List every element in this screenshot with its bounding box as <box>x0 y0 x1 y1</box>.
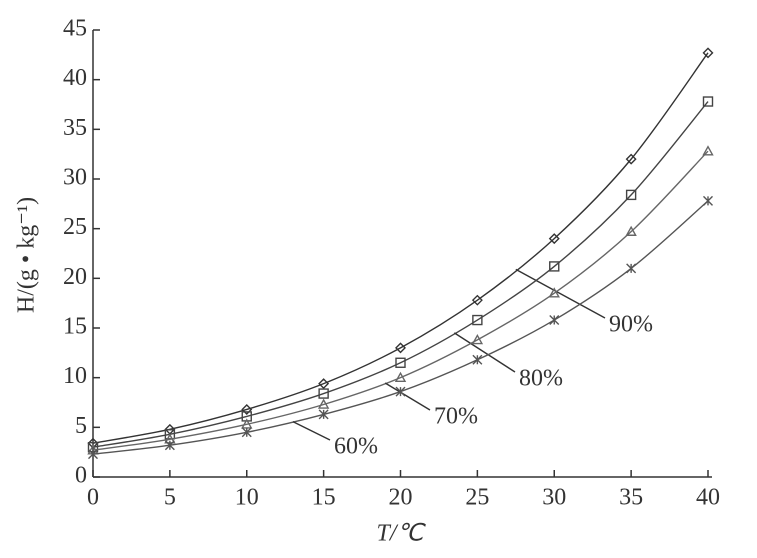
marker <box>395 342 406 354</box>
marker <box>318 378 330 390</box>
y-tick-label: 0 <box>75 463 87 489</box>
marker <box>625 225 637 236</box>
marker <box>164 440 175 451</box>
marker <box>702 145 714 156</box>
marker <box>395 357 406 368</box>
marker <box>472 314 483 326</box>
y-tick-label: 5 <box>75 413 87 439</box>
marker <box>625 153 637 165</box>
marker <box>471 294 483 306</box>
marker <box>318 409 329 420</box>
x-tick-label: 40 <box>696 485 720 511</box>
x-tick-label: 15 <box>312 485 336 511</box>
marker <box>702 96 714 107</box>
series-label: 90% <box>609 312 653 338</box>
leader-line <box>515 268 606 319</box>
x-tick-label: 10 <box>235 485 259 511</box>
series-label: 60% <box>334 434 378 460</box>
x-tick-label: 30 <box>542 485 566 511</box>
leader-line <box>292 420 331 441</box>
series-line <box>92 52 709 444</box>
x-tick-label: 0 <box>87 485 99 511</box>
marker <box>626 263 637 274</box>
series-line <box>92 200 709 455</box>
x-axis-label: T/℃ <box>377 521 427 547</box>
marker <box>702 47 714 59</box>
series-line <box>92 101 709 448</box>
leader-line <box>384 382 431 411</box>
marker <box>703 195 713 206</box>
x-tick-label: 25 <box>465 485 489 511</box>
marker <box>88 449 98 460</box>
series-line <box>92 150 709 451</box>
y-tick-label: 40 <box>63 65 87 91</box>
x-tick-label: 35 <box>619 485 643 511</box>
y-axis-label: H/(g • kg⁻¹) <box>14 197 40 313</box>
marker <box>317 398 330 409</box>
marker <box>548 233 560 245</box>
series-label: 80% <box>519 366 563 392</box>
marker <box>318 388 329 399</box>
series-label: 70% <box>434 404 478 430</box>
x-tick-label: 20 <box>389 485 413 511</box>
y-tick-label: 15 <box>63 314 87 340</box>
marker <box>394 371 407 382</box>
marker <box>549 315 560 326</box>
marker <box>471 333 484 345</box>
y-tick-label: 35 <box>63 115 87 141</box>
y-tick-label: 45 <box>63 16 87 42</box>
marker <box>625 189 637 201</box>
y-tick-label: 20 <box>63 264 87 290</box>
marker <box>395 386 406 397</box>
marker <box>87 437 99 449</box>
y-tick-label: 25 <box>63 214 87 240</box>
marker <box>472 354 483 365</box>
leader-line <box>453 332 516 373</box>
marker <box>549 261 560 272</box>
marker <box>241 427 252 438</box>
x-tick-label: 5 <box>164 485 176 511</box>
marker <box>241 403 253 415</box>
y-tick-label: 30 <box>63 165 87 191</box>
marker <box>548 287 560 298</box>
y-tick-label: 10 <box>63 363 87 389</box>
